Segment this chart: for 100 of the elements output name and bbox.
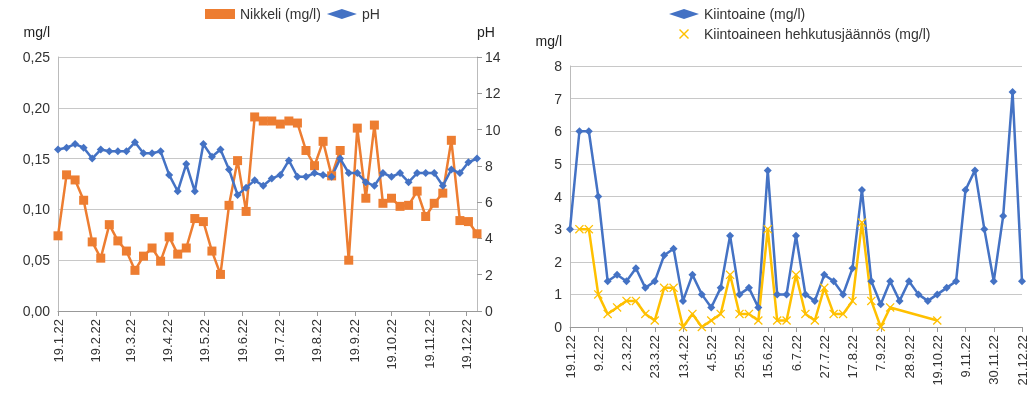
point [791,270,801,280]
point [62,170,72,180]
y2-axis-title: pH [477,24,495,40]
point [932,315,942,325]
point [352,123,362,133]
point [669,244,678,253]
point [79,195,89,205]
point [697,290,706,299]
point [669,283,679,293]
point [584,127,593,136]
point [250,176,259,185]
point [473,154,481,163]
point [147,243,157,253]
point [782,290,791,299]
x-tick-label: 4.5.22 [703,335,719,372]
point [241,206,251,216]
point [353,169,362,178]
point [310,169,319,178]
x-tick-label: 13.4.22 [675,335,691,379]
point [575,127,584,136]
x-tick-label: 21.12.22 [1014,335,1030,386]
y2-tick-label: 10 [485,121,501,138]
point [292,118,302,128]
point [763,224,773,234]
x-tick-label: 6.7.22 [788,335,804,372]
point [876,322,886,332]
point [810,315,820,325]
point [148,149,157,158]
point [800,309,810,319]
y2-tick-label: 8 [485,157,493,174]
point [905,277,913,286]
point [96,145,105,154]
point [725,270,735,280]
point [455,216,465,226]
y-tick-label: 0,10 [22,201,51,218]
y-tick-label: 1 [554,286,563,303]
x-tick-label: 19.10.22 [929,335,945,386]
point [113,147,122,156]
point [839,290,848,299]
point [716,283,725,292]
point [792,231,800,240]
y-tick-label: 0,05 [22,252,51,269]
point [378,198,388,208]
y2-tick-label: 2 [485,266,493,283]
point [885,302,895,312]
point [71,140,80,149]
x-tick-label: 19.9.22 [347,319,363,363]
point [207,152,216,161]
point [754,303,763,312]
point [242,183,251,192]
y-tick-label: 8 [554,58,563,74]
x-tick-label: 7.9.22 [873,335,889,372]
point [660,251,669,260]
point [772,315,782,325]
point [463,217,473,227]
point [113,236,123,246]
x-tick-label: 19.8.22 [309,319,325,363]
point [87,237,97,247]
point [876,300,885,309]
y-tick-label: 0,20 [22,99,51,116]
point [933,290,942,299]
x-tick-label: 19.12.22 [458,319,474,370]
point [361,193,371,203]
point [650,277,659,286]
x-tick-label: 15.6.22 [760,335,776,379]
point [370,181,379,190]
y-tick-label: 7 [554,90,563,107]
point [866,296,876,306]
point [70,175,80,185]
point [215,269,225,279]
point [301,145,311,155]
y-tick-label: 0,25 [22,49,51,65]
point [857,185,866,194]
point [250,112,260,122]
point [820,270,829,279]
point [207,246,217,256]
point [335,145,345,155]
point [438,181,447,190]
point [267,174,276,183]
point [190,187,199,196]
point [344,255,354,265]
point [267,116,277,126]
point [1018,277,1026,286]
point [801,290,810,299]
point [284,156,293,165]
point [952,277,961,286]
x-tick-label: 19.1.22 [562,335,578,379]
point [455,169,464,178]
point [53,231,63,241]
point [857,218,867,228]
x-tick-label: 19.4.22 [160,319,176,363]
x-tick-label: 27.7.22 [816,335,832,379]
point [744,283,753,292]
point [631,264,640,273]
point [829,277,838,286]
point [284,116,294,126]
x-tick-label: 9.11.22 [958,335,973,378]
x-tick-label: 19.6.22 [234,319,250,363]
point [612,302,622,312]
point [914,290,923,299]
